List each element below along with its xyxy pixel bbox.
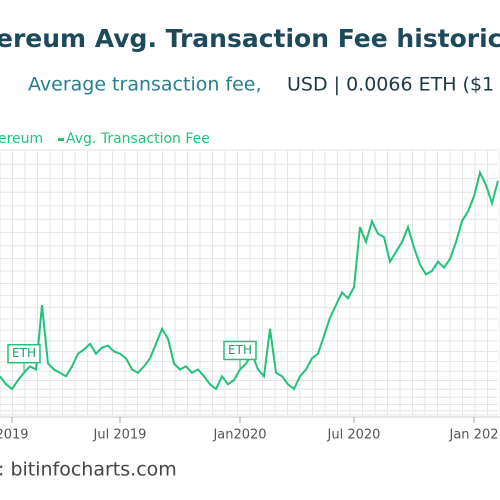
legend-swatch [58, 138, 64, 141]
annotation-box [7, 343, 41, 364]
subtitle-unit: USD | 0.0066 ETH ($1 [287, 74, 494, 96]
x-tick-label: Jul 2020 [327, 428, 381, 443]
x-tick-label: Jan 202 [449, 428, 499, 443]
source: : bitinfocharts.com [0, 459, 177, 481]
x-tick-label: Jan2020 [212, 428, 266, 443]
legend-label: ereum [0, 131, 43, 147]
annotation-label: ETH [228, 343, 252, 357]
chart-title: ereum Avg. Transaction Fee historic [0, 24, 500, 53]
x-tick-label: 2019 [0, 428, 29, 443]
x-tick-label: Jul 2019 [93, 428, 147, 443]
subtitle: Average transaction fee, [28, 74, 262, 96]
legend-label: Avg. Transaction Fee [66, 131, 210, 147]
annotation-label: ETH [12, 346, 36, 360]
annotation-box [223, 340, 257, 361]
